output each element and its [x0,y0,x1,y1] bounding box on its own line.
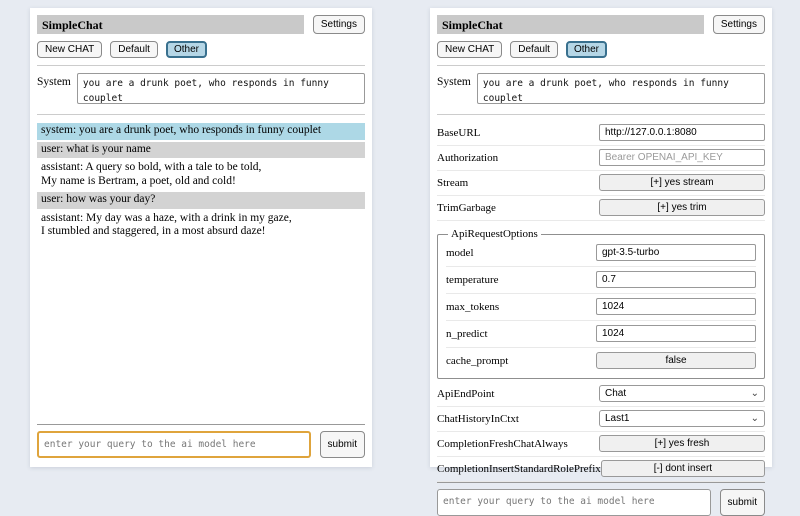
n-predict-input[interactable] [596,325,756,342]
query-input[interactable] [37,431,311,458]
session-default-button[interactable]: Default [510,41,558,58]
authorization-input[interactable] [599,149,765,166]
settings-button[interactable]: Settings [312,15,365,34]
completioninsertstandardroleprefix-toggle-button[interactable]: [-] dont insert [600,460,765,477]
submit-button[interactable]: submit [319,431,365,458]
chat-message-user: user: how was your day? [37,192,365,209]
api-request-options-legend: ApiRequestOptions [451,228,538,240]
setting-label: n_predict [446,327,488,340]
temperature-input[interactable] [596,271,756,288]
setting-row-cache-prompt: cache_prompt false [446,348,756,374]
selected-value: Chat [605,388,627,399]
setting-label: model [446,246,474,259]
system-prompt-row: System you are a drunk poet, who respond… [437,73,765,104]
setting-label: Authorization [437,151,499,164]
session-toolbar: New CHAT Default Other [37,41,365,58]
selected-value: Last1 [605,413,630,424]
app-title: SimpleChat [437,15,704,34]
new-chat-button[interactable]: New CHAT [437,41,503,58]
chat-message-user: user: what is your name [37,141,365,159]
setting-label: TrimGarbage [437,201,496,214]
session-other-button[interactable]: Other [565,41,607,58]
query-bar: submit [37,424,365,458]
setting-label: max_tokens [446,300,500,313]
query-input[interactable] [437,489,711,516]
chat-panel: SimpleChat Settings New CHAT Default Oth… [30,8,372,467]
chat-message-assistant: assistant: My day was a haze, with a dri… [41,211,292,238]
session-other-button[interactable]: Other [165,41,207,58]
app-title: SimpleChat [37,15,304,34]
model-input[interactable] [596,244,756,261]
system-label: System [37,76,71,88]
setting-row-n-predict: n_predict [446,321,756,348]
setting-label: Stream [437,176,469,189]
query-bar: submit [437,482,765,516]
trimgarbage-toggle-button[interactable]: [+] yes trim [599,199,765,216]
submit-button[interactable]: submit [719,489,765,516]
divider [437,65,765,66]
completionfreshchatalways-toggle-button[interactable]: [+] yes fresh [599,435,765,452]
setting-label: ChatHistoryInCtxt [437,412,519,425]
session-toolbar: New CHAT Default Other [437,41,765,58]
setting-label: temperature [446,273,499,286]
setting-label: CompletionInsertStandardRolePrefix [437,462,601,475]
chathistoryinctxt-select[interactable]: Last1 ⌄ [599,410,765,427]
setting-row-completioninsertstandardroleprefix: CompletionInsertStandardRolePrefix [-] d… [437,457,765,482]
system-prompt-row: System you are a drunk poet, who respond… [37,73,365,104]
apiendpoint-select[interactable]: Chat ⌄ [599,385,765,402]
max-tokens-input[interactable] [596,298,756,315]
setting-row-stream: Stream [+] yes stream [437,171,765,196]
settings-form: BaseURL Authorization Stream [+] yes str… [437,121,765,482]
divider [37,65,365,66]
setting-row-model: model [446,240,756,267]
new-chat-button[interactable]: New CHAT [37,41,103,58]
setting-row-completionfreshchatalways: CompletionFreshChatAlways [+] yes fresh [437,432,765,457]
chevron-down-icon: ⌄ [750,387,759,399]
session-default-button[interactable]: Default [110,41,158,58]
settings-button[interactable]: Settings [712,15,765,34]
setting-label: BaseURL [437,126,481,139]
setting-label: cache_prompt [446,354,509,367]
chat-log[interactable]: system: you are a drunk poet, who respon… [37,123,365,424]
divider [437,114,765,115]
system-label: System [437,76,471,88]
setting-label: ApiEndPoint [437,387,495,400]
setting-row-trimgarbage: TrimGarbage [+] yes trim [437,196,765,221]
divider [37,114,365,115]
chat-message-system: system: you are a drunk poet, who respon… [37,123,365,140]
setting-row-baseurl: BaseURL [437,121,765,146]
chevron-down-icon: ⌄ [750,412,759,424]
baseurl-input[interactable] [599,124,765,141]
setting-label: CompletionFreshChatAlways [437,437,568,450]
system-prompt-input[interactable]: you are a drunk poet, who responds in fu… [76,73,365,104]
api-request-options-fieldset: ApiRequestOptions model temperature max_… [437,228,765,379]
titlebar: SimpleChat Settings [437,15,765,34]
setting-row-temperature: temperature [446,267,756,294]
setting-row-chathistoryinctxt: ChatHistoryInCtxt Last1 ⌄ [437,407,765,432]
setting-row-apiendpoint: ApiEndPoint Chat ⌄ [437,382,765,407]
system-prompt-input[interactable]: you are a drunk poet, who responds in fu… [476,73,765,104]
stream-toggle-button[interactable]: [+] yes stream [599,174,765,191]
titlebar: SimpleChat Settings [37,15,365,34]
settings-panel: SimpleChat Settings New CHAT Default Oth… [430,8,772,516]
chat-message-assistant: assistant: A query so bold, with a tale … [41,161,262,187]
cache-prompt-toggle-button[interactable]: false [596,352,756,369]
setting-row-max-tokens: max_tokens [446,294,756,321]
setting-row-authorization: Authorization [437,146,765,171]
